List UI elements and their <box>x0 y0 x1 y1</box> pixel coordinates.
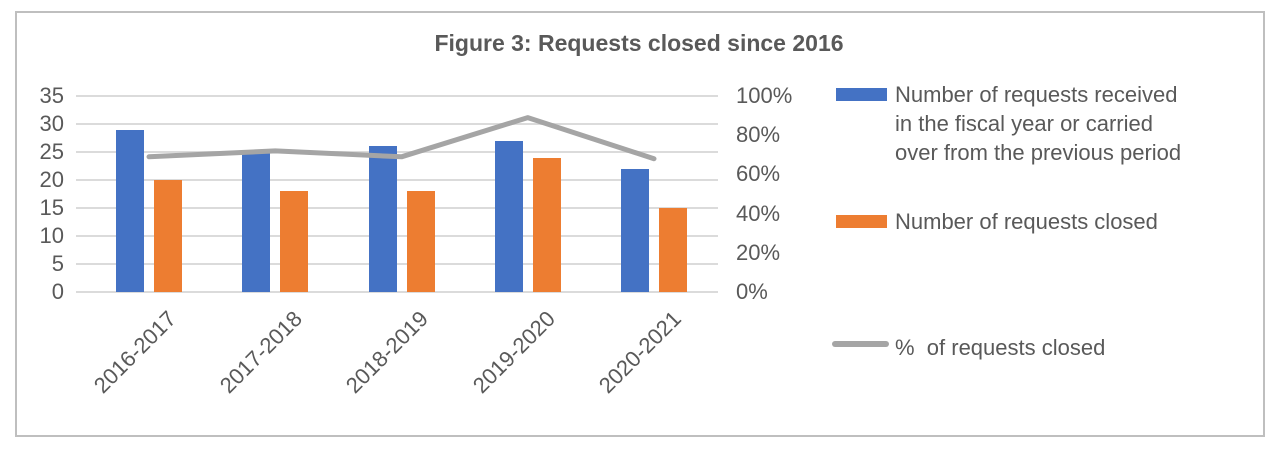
legend-swatch-received <box>836 88 887 101</box>
right-axis-tick-0: 0% <box>736 279 768 304</box>
left-axis-tick-30: 30 <box>39 111 64 136</box>
left-axis-tick-15: 15 <box>39 195 64 220</box>
plot-area <box>76 95 718 293</box>
bar-received-2020-2021 <box>621 168 649 292</box>
bar-closed-2020-2021 <box>659 208 687 292</box>
legend-label-received: Number of requests received in the fiscal… <box>895 80 1181 167</box>
gridline-20 <box>76 179 718 181</box>
chart-title: Figure 3: Requests closed since 2016 <box>434 30 844 56</box>
right-axis-tick-100: 100% <box>736 83 793 108</box>
left-axis-tick-25: 25 <box>39 139 64 164</box>
right-axis-tick-60: 60% <box>736 161 781 187</box>
legend-label-line: Number of requests closed <box>895 209 1158 234</box>
left-axis-tick-20: 20 <box>39 167 64 192</box>
right-axis-tick-80: 80% <box>736 122 781 148</box>
bar-received-2017-2018 <box>242 152 271 292</box>
percent-closed-line <box>146 115 657 162</box>
left-axis-tick-35: 35 <box>39 83 64 108</box>
gridline-25 <box>76 151 718 153</box>
bar-received-2019-2020 <box>494 140 523 292</box>
gridline-0 <box>76 291 718 293</box>
gridline-30 <box>76 123 718 125</box>
gridline-15 <box>76 207 718 209</box>
left-axis-tick-0: 0 <box>51 279 64 304</box>
left-axis-tick-5: 5 <box>51 251 64 276</box>
gridline-10 <box>76 235 718 237</box>
right-axis-tick-40: 40% <box>736 200 781 226</box>
legend-label-closed: Number of requests closed <box>895 207 1158 236</box>
bar-received-2016-2017 <box>116 129 144 292</box>
bar-closed-2017-2018 <box>280 191 309 292</box>
legend-swatch-percent-closed <box>832 341 889 347</box>
legend-label-percent-closed: % of requests closed <box>895 333 1105 362</box>
legend-swatch-closed <box>836 215 887 228</box>
percent-line-layer <box>146 115 657 162</box>
bar-received-2018-2019 <box>368 146 397 292</box>
bar-closed-2018-2019 <box>406 191 435 292</box>
legend-label-line: over from the previous period <box>895 140 1182 165</box>
bar-closed-2019-2020 <box>532 157 561 292</box>
legend-label-line: in the fiscal year or carried <box>895 111 1153 136</box>
bar-closed-2016-2017 <box>154 180 182 292</box>
right-axis-tick-20: 20% <box>736 239 781 265</box>
legend-label-line: Number of requests received <box>895 82 1178 107</box>
left-axis-tick-10: 10 <box>39 223 64 248</box>
legend-label-line: % of requests closed <box>895 335 1106 360</box>
gridline-35 <box>76 95 718 97</box>
gridline-5 <box>76 263 718 265</box>
